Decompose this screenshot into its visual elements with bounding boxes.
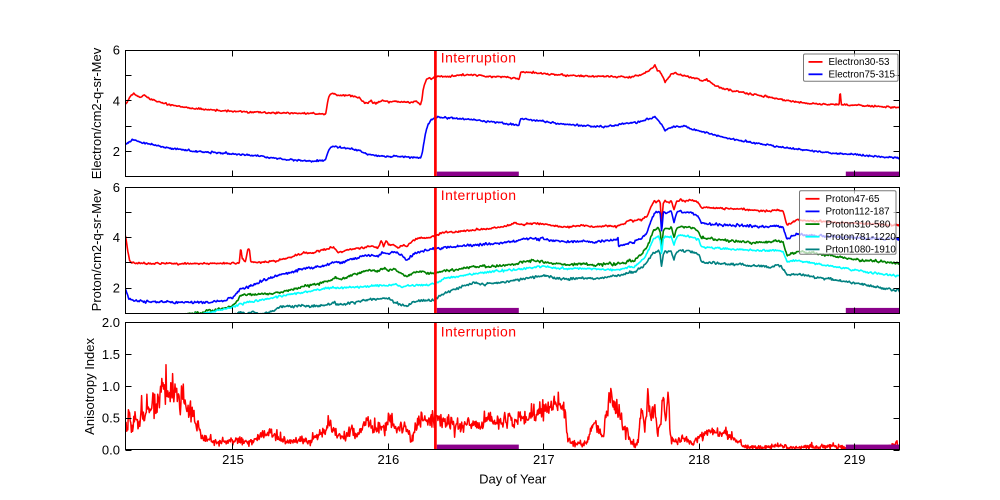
svg-text:0.5: 0.5 bbox=[102, 411, 120, 426]
svg-text:2.0: 2.0 bbox=[102, 315, 120, 330]
svg-text:0.0: 0.0 bbox=[102, 443, 120, 458]
svg-text:Proton47-65: Proton47-65 bbox=[826, 194, 880, 205]
svg-text:Electron30-53: Electron30-53 bbox=[829, 57, 891, 68]
svg-text:4: 4 bbox=[113, 230, 120, 245]
svg-text:1.0: 1.0 bbox=[102, 379, 120, 394]
svg-text:Interruption: Interruption bbox=[441, 187, 517, 203]
svg-text:2: 2 bbox=[113, 144, 120, 159]
svg-text:215: 215 bbox=[222, 452, 244, 467]
svg-text:Day of Year: Day of Year bbox=[479, 472, 547, 487]
svg-text:Interruption: Interruption bbox=[441, 324, 517, 340]
svg-text:Interruption: Interruption bbox=[441, 49, 517, 65]
svg-text:6: 6 bbox=[113, 43, 120, 58]
svg-text:4: 4 bbox=[113, 93, 120, 108]
svg-text:Prton1080-1910: Prton1080-1910 bbox=[826, 245, 897, 256]
svg-text:Proton112-187: Proton112-187 bbox=[826, 207, 890, 218]
svg-text:Electron/cm2-q-sr-Mev: Electron/cm2-q-sr-Mev bbox=[89, 47, 104, 179]
svg-text:218: 218 bbox=[688, 452, 710, 467]
svg-text:219: 219 bbox=[844, 452, 866, 467]
svg-text:2: 2 bbox=[113, 281, 120, 296]
svg-text:217: 217 bbox=[533, 452, 555, 467]
svg-text:1.5: 1.5 bbox=[102, 347, 120, 362]
svg-text:Proton310-580: Proton310-580 bbox=[826, 219, 891, 230]
svg-text:Proton/cm2-q-sr-Mev: Proton/cm2-q-sr-Mev bbox=[89, 189, 104, 312]
svg-text:Electron75-315: Electron75-315 bbox=[829, 70, 896, 81]
svg-text:Anisotropy Index: Anisotropy Index bbox=[82, 337, 97, 434]
svg-text:6: 6 bbox=[113, 180, 120, 195]
svg-text:Proton781-1220: Proton781-1220 bbox=[826, 232, 897, 243]
svg-text:216: 216 bbox=[378, 452, 400, 467]
